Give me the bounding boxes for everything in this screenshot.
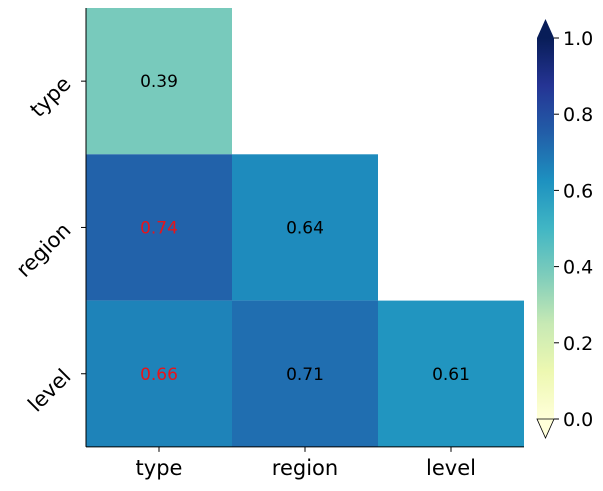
heatmap-cell	[86, 154, 232, 301]
heatmap-cell	[378, 300, 524, 447]
colorbar-tick-label: 0.6	[563, 180, 593, 202]
colorbar: 0.0 0.2 0.4 0.6 0.8 1.0	[536, 19, 593, 439]
heatmap-cell	[86, 8, 232, 155]
colorbar-tick-label: 0.4	[563, 257, 593, 279]
colorbar-extend-min	[536, 418, 555, 439]
cell-value-label: 0.39	[140, 72, 178, 92]
cell-value-label: 0.61	[432, 365, 470, 385]
cell-value-label: 0.64	[286, 218, 324, 238]
heatmap-cell	[86, 300, 232, 447]
colorbar-tick-label: 0.2	[563, 333, 593, 355]
colorbar-gradient	[537, 38, 554, 419]
cell-value-label: 0.66	[140, 365, 178, 385]
heatmap-cell	[232, 300, 378, 447]
y-tick-label: region	[12, 218, 76, 282]
colorbar-tick-label: 0.8	[563, 104, 593, 126]
x-tick-label: type	[136, 456, 183, 480]
cell-value-label: 0.71	[286, 365, 324, 385]
x-tick-label: level	[426, 456, 476, 480]
heatmap-cells: 0.39 0.74 0.64 0.66 0.71 0.61	[86, 8, 524, 447]
x-tick-label: region	[272, 456, 338, 480]
y-tick-label: type	[25, 72, 75, 122]
colorbar-extend-max	[537, 19, 554, 38]
colorbar-tick-label: 1.0	[563, 28, 593, 50]
heatmap-cell	[232, 154, 378, 301]
cell-value-label: 0.74	[140, 218, 178, 238]
colorbar-tick-label: 0.0	[563, 409, 593, 431]
y-tick-label: level	[23, 364, 75, 416]
